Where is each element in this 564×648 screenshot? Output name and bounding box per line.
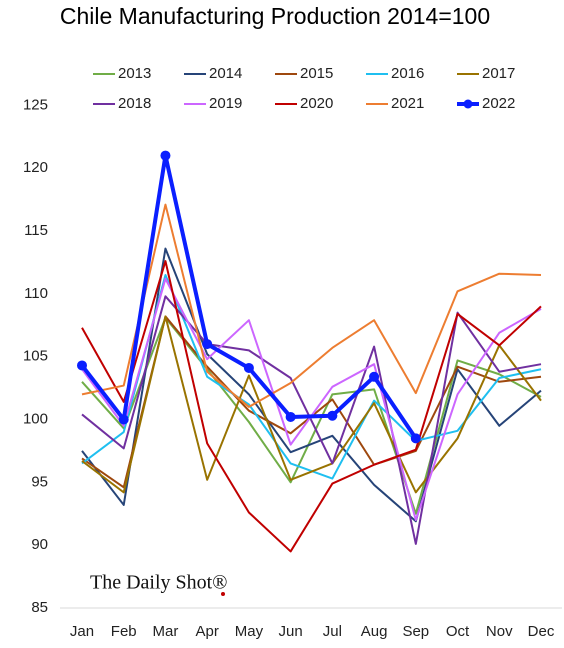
data-point — [202, 339, 213, 350]
legend-label: 2016 — [391, 65, 424, 82]
legend-marker — [463, 99, 473, 109]
watermark: The Daily Shot® — [90, 572, 227, 594]
y-tick-label: 95 — [31, 473, 48, 490]
chart-title: Chile Manufacturing Production 2014=100 — [60, 3, 490, 29]
x-tick-label: Feb — [111, 623, 137, 640]
legend-label: 2019 — [209, 95, 242, 112]
y-tick-label: 115 — [24, 222, 48, 239]
legend-label: 2021 — [391, 95, 424, 112]
y-tick-label: 100 — [23, 410, 48, 427]
x-tick-label: Jul — [323, 623, 342, 640]
legend-label: 2020 — [300, 95, 333, 112]
x-tick-label: Sep — [402, 623, 429, 640]
y-tick-label: 85 — [31, 599, 48, 616]
series-line — [81, 295, 542, 545]
series-line — [81, 277, 542, 522]
data-point — [118, 414, 129, 425]
y-tick-label: 125 — [23, 96, 48, 113]
data-point — [410, 433, 421, 444]
x-tick-label: Jun — [279, 623, 303, 640]
x-tick-label: Nov — [486, 623, 513, 640]
y-tick-label: 110 — [24, 285, 48, 302]
legend-label: 2015 — [300, 65, 333, 82]
x-tick-label: May — [235, 623, 264, 640]
data-point — [285, 411, 296, 422]
y-tick-label: 105 — [23, 348, 48, 365]
data-point — [369, 371, 380, 382]
legend-label: 2022 — [482, 95, 515, 112]
x-tick-label: Jan — [70, 623, 94, 640]
x-tick-label: Mar — [153, 623, 179, 640]
series-line — [81, 260, 542, 553]
legend-label: 2013 — [118, 65, 151, 82]
y-tick-label: 90 — [31, 536, 48, 553]
series-line — [81, 315, 542, 494]
y-tick-label: 120 — [23, 159, 48, 176]
watermark-dot — [221, 592, 225, 596]
data-point — [77, 360, 87, 371]
legend-label: 2014 — [209, 65, 242, 82]
series-line — [81, 316, 542, 515]
legend-label: 2018 — [118, 95, 151, 112]
x-tick-label: Dec — [528, 623, 555, 640]
series-line — [81, 203, 542, 408]
data-point — [327, 410, 338, 421]
x-tick-label: Apr — [196, 623, 219, 640]
x-tick-label: Aug — [361, 623, 388, 640]
data-point — [160, 150, 171, 161]
data-point — [243, 362, 254, 373]
legend-label: 2017 — [482, 65, 515, 82]
x-tick-label: Oct — [446, 623, 470, 640]
series-line — [81, 247, 542, 523]
